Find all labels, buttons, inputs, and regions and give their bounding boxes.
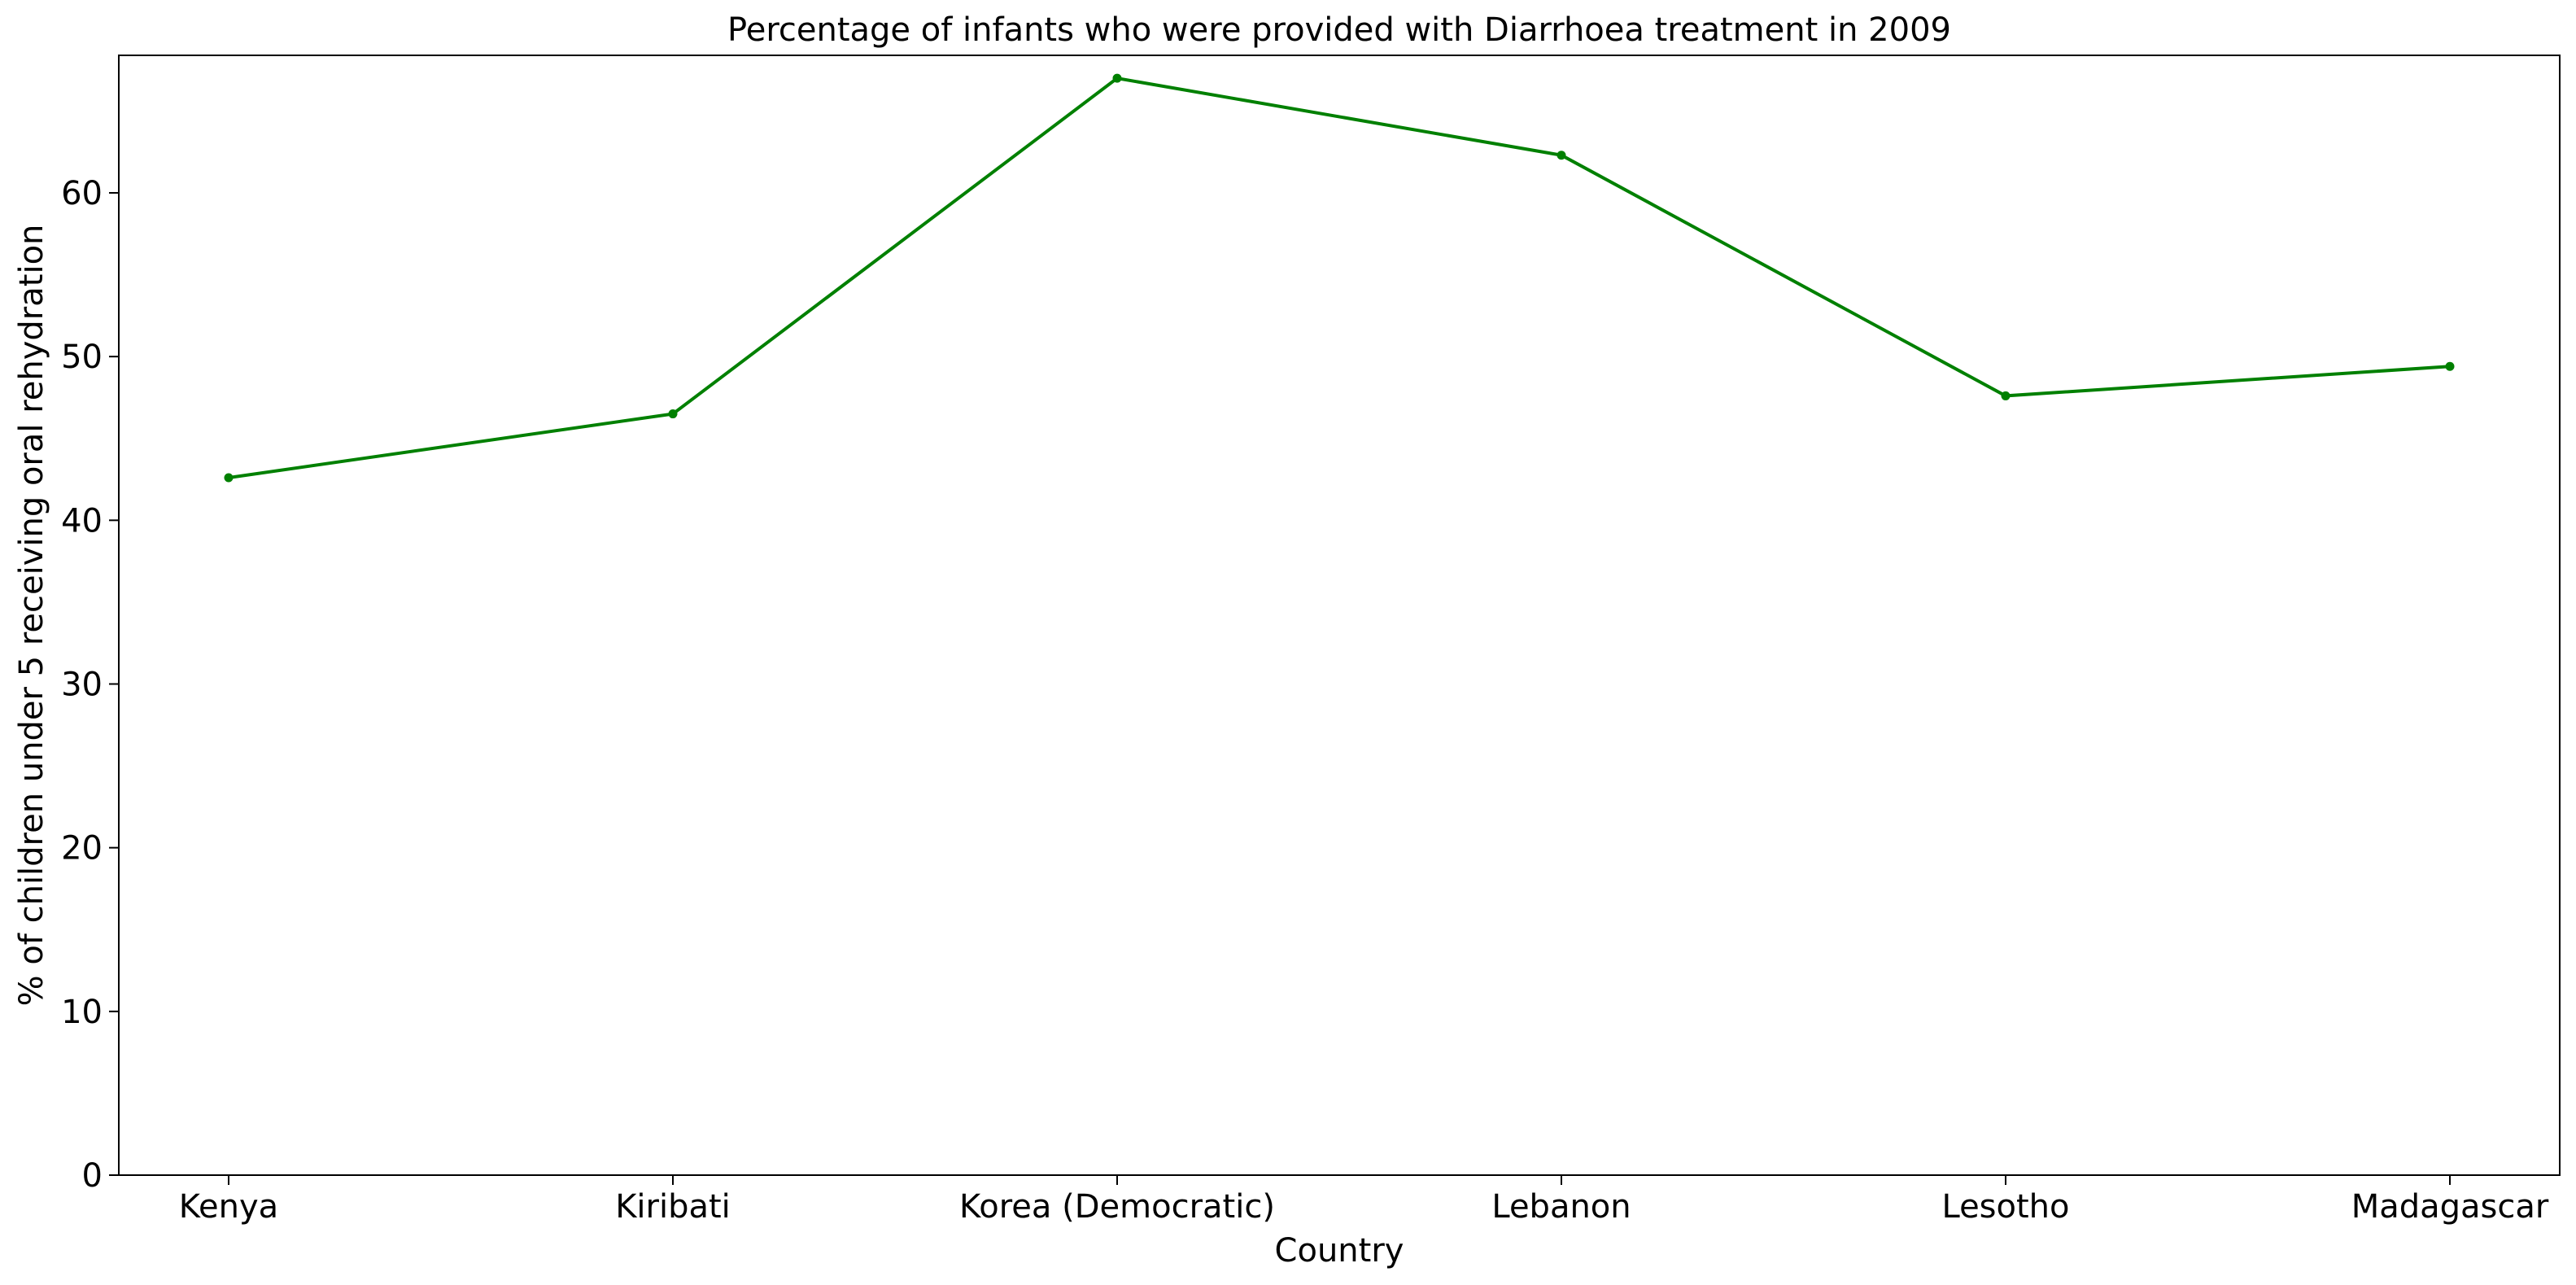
y-tick-label: 50 [61,339,103,376]
x-tick-label: Lebanon [1491,1188,1631,1226]
y-axis-label: % of children under 5 receiving oral reh… [13,225,50,1007]
series-line [228,76,2451,479]
data-point [224,473,234,483]
y-tick-label: 60 [61,175,103,212]
y-tick-label: 30 [61,666,103,703]
x-tick-label: Lesotho [1941,1188,2069,1226]
data-point [1112,73,1122,83]
x-tick-label: Madagascar [2351,1188,2549,1226]
chart-title: Percentage of infants who were provided … [727,11,1951,49]
data-point [2445,361,2455,371]
y-tick-label: 40 [61,502,103,540]
x-axis-ticks: Kenya Kiribati Korea (Democratic) Lebanon Le… [179,1175,2549,1226]
data-point [668,409,678,419]
x-axis-label: Country [1275,1232,1404,1270]
y-tick-label: 10 [61,994,103,1031]
data-point [2001,391,2011,400]
plot-frame [118,55,2561,1176]
data-point [1557,151,1566,160]
series-layer [224,73,2455,483]
x-tick-label: Korea (Democratic) [959,1188,1275,1226]
x-tick-label: Kiribati [615,1188,731,1226]
y-tick-label: 0 [82,1157,103,1195]
y-axis-ticks: 0 10 20 30 40 50 60 [61,175,119,1195]
x-tick-label: Kenya [179,1188,278,1226]
y-tick-label: 20 [61,830,103,868]
